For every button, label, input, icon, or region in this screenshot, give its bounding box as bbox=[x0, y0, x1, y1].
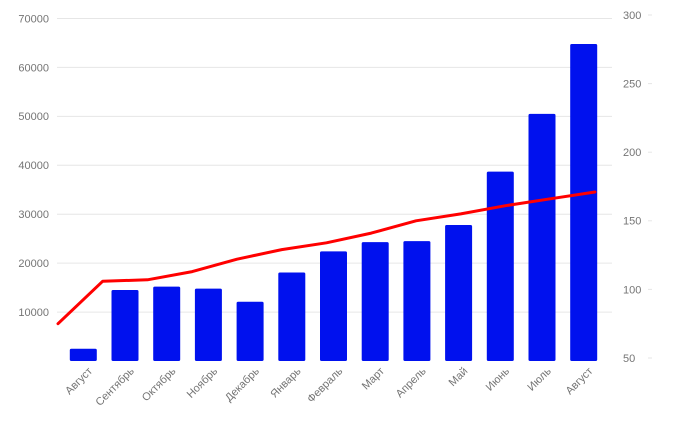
right-axis-label: 100 bbox=[623, 284, 641, 296]
right-axis-label: 300 bbox=[623, 10, 641, 22]
bar-12[interactable] bbox=[570, 43, 598, 361]
bar-7[interactable] bbox=[361, 242, 389, 361]
x-axis-label: Ноябрь bbox=[185, 365, 221, 401]
right-axis-label: 50 bbox=[623, 353, 635, 365]
x-axis-label: Январь bbox=[268, 365, 303, 400]
x-axis-label: Декабрь bbox=[223, 365, 262, 404]
x-axis-label: Август bbox=[63, 365, 95, 397]
left-axis-label: 50000 bbox=[18, 111, 49, 123]
x-axis-label: Октябрь bbox=[140, 365, 179, 404]
x-axis-label: Май bbox=[447, 365, 471, 389]
bar-0[interactable] bbox=[69, 348, 97, 361]
bar-11[interactable] bbox=[528, 113, 556, 362]
bar-4[interactable] bbox=[236, 301, 264, 361]
left-axis-label: 70000 bbox=[18, 13, 49, 25]
left-axis-label: 20000 bbox=[18, 258, 49, 270]
x-axis-label: Июль bbox=[525, 365, 554, 394]
x-axis-label: Апрель bbox=[394, 365, 429, 400]
left-axis-label: 40000 bbox=[18, 160, 49, 172]
bar-8[interactable] bbox=[403, 241, 431, 361]
x-axis-label: Март bbox=[360, 365, 387, 392]
bar-10[interactable] bbox=[486, 171, 514, 361]
bar-6[interactable] bbox=[320, 251, 347, 361]
x-axis-label: Сентябрь bbox=[93, 365, 137, 409]
left-axis-label: 10000 bbox=[18, 307, 49, 319]
line-series[interactable] bbox=[56, 190, 597, 326]
bar-9[interactable] bbox=[445, 224, 473, 361]
left-axis-label: 60000 bbox=[18, 62, 49, 74]
x-axis-label: Июнь bbox=[484, 365, 512, 393]
left-axis-label: 30000 bbox=[18, 209, 49, 221]
bar-5[interactable] bbox=[278, 272, 306, 361]
bar-3[interactable] bbox=[194, 288, 222, 361]
x-axis-label: Февраль bbox=[305, 365, 345, 405]
right-axis-label: 250 bbox=[623, 78, 641, 90]
right-axis-label: 150 bbox=[623, 216, 641, 228]
x-axis-label: Август bbox=[564, 365, 596, 397]
right-axis-label: 200 bbox=[623, 147, 641, 159]
bar-2[interactable] bbox=[153, 286, 181, 361]
bar-1[interactable] bbox=[111, 290, 139, 361]
